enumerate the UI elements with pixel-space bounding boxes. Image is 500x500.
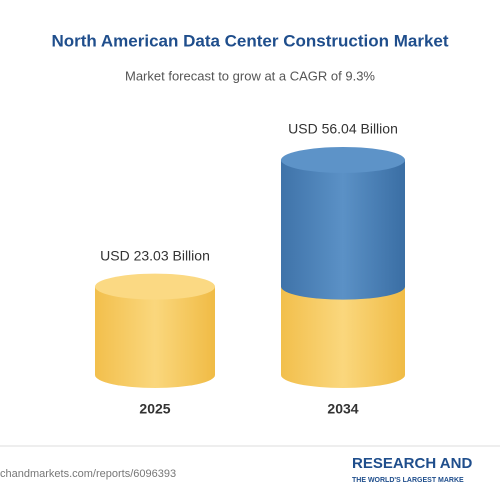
cylinder-top: [95, 273, 215, 300]
chart-title: North American Data Center Construction …: [51, 31, 448, 50]
x-tick-label: 2025: [139, 401, 170, 417]
cylinder-body: [95, 286, 215, 388]
value-label: USD 23.03 Billion: [100, 247, 210, 263]
cylinder: [281, 147, 405, 388]
logo: RESEARCH AND: [352, 455, 472, 472]
cylinder-body: [281, 160, 405, 300]
cylinder: [95, 273, 215, 388]
cylinder-body: [281, 286, 405, 388]
chart-subtitle: Market forecast to grow at a CAGR of 9.3…: [125, 68, 375, 83]
x-tick-label: 2034: [327, 401, 358, 417]
cylinder-top: [281, 147, 405, 173]
logo-tagline: THE WORLD'S LARGEST MARKE: [352, 477, 464, 484]
footer-url: chandmarkets.com/reports/6096393: [0, 468, 176, 480]
value-label: USD 56.04 Billion: [288, 121, 398, 137]
